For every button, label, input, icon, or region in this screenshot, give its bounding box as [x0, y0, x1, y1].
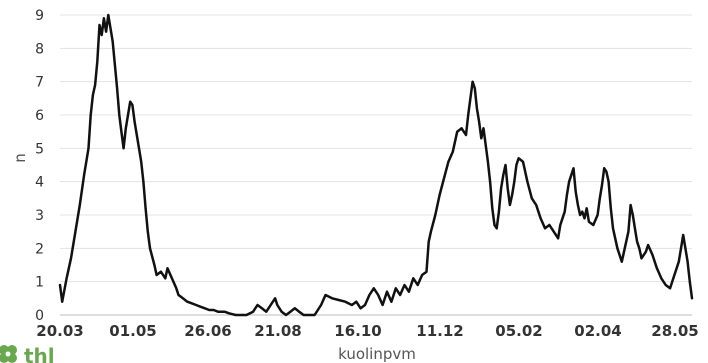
x-tick-labels: 20.03 01.05 26.06 21.08 16.10 11.12 05.02 02.04… [36, 322, 698, 340]
x-tick-label: 02.04 [574, 322, 621, 340]
y-tick-labels: 0 1 2 3 4 5 6 7 8 9 [35, 8, 44, 324]
y-tick-label: 2 [35, 241, 44, 257]
series-line-0 [58, 13, 694, 317]
series-layer [58, 13, 694, 317]
grid-lines [60, 14, 692, 316]
x-tick-label: 05.02 [495, 322, 542, 340]
x-tick-label: 21.08 [254, 322, 301, 340]
x-tick-label: 20.03 [36, 322, 83, 340]
y-tick-label: 8 [35, 41, 44, 57]
y-axis-title: n [11, 153, 29, 163]
y-tick-label: 1 [35, 275, 44, 291]
x-tick-label: 16.10 [334, 322, 381, 340]
x-tick-label: 11.12 [416, 322, 463, 340]
y-tick-label: 9 [35, 8, 44, 24]
logo-text: thl [24, 344, 55, 363]
x-tick-label: 26.06 [184, 322, 231, 340]
y-tick-label: 4 [35, 175, 44, 191]
x-axis-title: kuolinpvm [338, 345, 416, 363]
y-tick-label: 7 [35, 75, 44, 91]
y-tick-label: 6 [35, 108, 44, 124]
y-tick-label: 3 [35, 208, 44, 224]
thl-logo: thl [0, 344, 55, 363]
x-tick-label: 01.05 [109, 322, 156, 340]
clover-icon [0, 345, 17, 363]
x-tick-label: 28.05 [651, 322, 698, 340]
y-tick-label: 0 [35, 308, 44, 324]
y-tick-label: 5 [35, 141, 44, 157]
